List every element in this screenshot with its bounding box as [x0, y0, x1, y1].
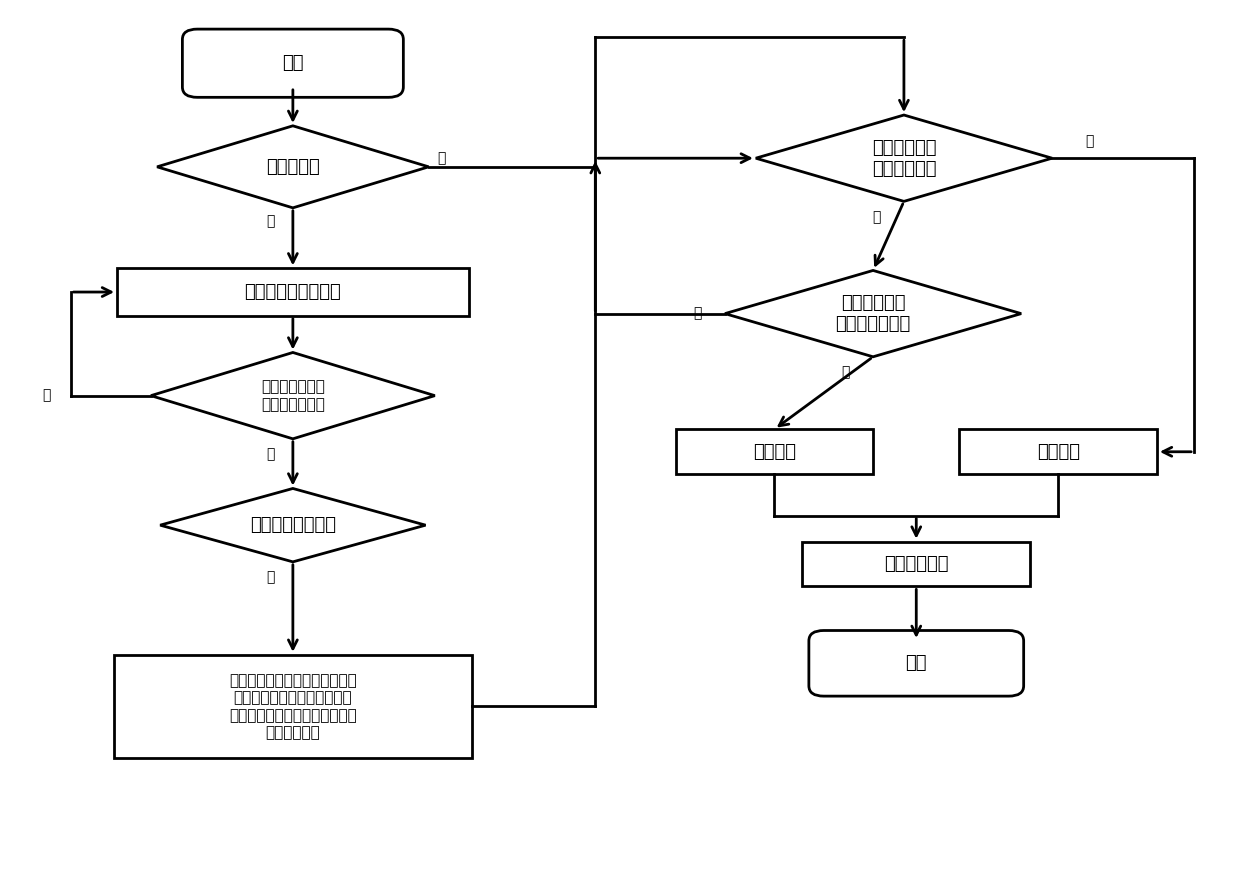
- FancyBboxPatch shape: [182, 30, 403, 97]
- Polygon shape: [725, 270, 1022, 357]
- Text: 是: 是: [267, 448, 275, 461]
- Polygon shape: [151, 353, 435, 439]
- Text: 压缩机启停次数
达到最少要求？: 压缩机启停次数 达到最少要求？: [260, 380, 325, 412]
- FancyBboxPatch shape: [808, 631, 1024, 696]
- Text: 压缩机即将停机？: 压缩机即将停机？: [250, 516, 336, 534]
- Text: 进入测试模式，控制压缩机固定
频率持续运转、开启所有电磁
阀、关闭冷藏风机和冷冻风机，
关闭冷藏风门: 进入测试模式，控制压缩机固定 频率持续运转、开启所有电磁 阀、关闭冷藏风机和冷冻…: [229, 673, 357, 740]
- Text: 数据有效: 数据有效: [753, 443, 796, 461]
- Polygon shape: [160, 488, 425, 562]
- Text: 结束: 结束: [905, 654, 928, 673]
- FancyBboxPatch shape: [114, 654, 472, 759]
- Text: 是: 是: [1085, 134, 1094, 148]
- FancyBboxPatch shape: [802, 541, 1030, 587]
- Polygon shape: [756, 115, 1052, 202]
- Text: 压缩机启停次数计数: 压缩机启停次数计数: [244, 283, 341, 301]
- Polygon shape: [157, 126, 429, 208]
- Text: 是: 是: [267, 570, 275, 584]
- Text: 测试模式持续
运行时间到达？: 测试模式持续 运行时间到达？: [836, 295, 910, 333]
- Text: 否: 否: [267, 214, 275, 228]
- Text: 数据无效: 数据无效: [1037, 443, 1080, 461]
- FancyBboxPatch shape: [676, 429, 873, 474]
- Text: 否: 否: [693, 307, 702, 321]
- Text: 否: 否: [42, 388, 50, 402]
- FancyBboxPatch shape: [117, 269, 469, 315]
- Text: 是: 是: [436, 151, 445, 165]
- Text: 否: 否: [873, 210, 880, 224]
- Text: 是: 是: [842, 365, 851, 380]
- Text: 用户操作？: 用户操作？: [267, 158, 320, 176]
- FancyBboxPatch shape: [960, 429, 1157, 474]
- Text: 用户操作或满
足化霜条件？: 用户操作或满 足化霜条件？: [872, 139, 936, 177]
- Text: 退出测试模式: 退出测试模式: [884, 555, 949, 573]
- Text: 开始: 开始: [283, 54, 304, 72]
